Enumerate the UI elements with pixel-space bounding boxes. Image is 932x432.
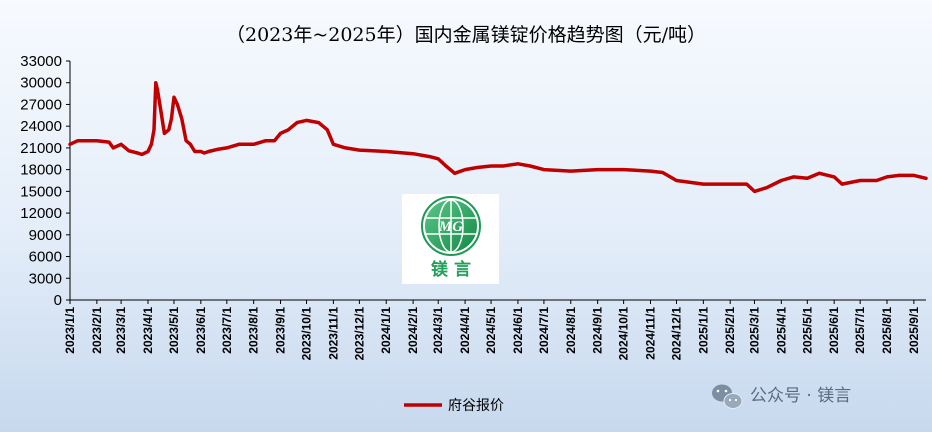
logo: MG 镁 言	[402, 194, 499, 284]
x-tick-label: 2025/5/1	[800, 307, 814, 354]
logo-emblem-text: MG	[438, 219, 463, 235]
x-tick-label: 2023/12/1	[352, 307, 366, 361]
x-tick-label: 2023/4/1	[141, 307, 155, 354]
x-tick-label: 2024/6/1	[511, 307, 525, 354]
x-tick-label: 2025/1/1	[696, 307, 710, 354]
y-tick-label: 0	[54, 292, 62, 309]
x-tick-label: 2023/3/1	[114, 307, 128, 354]
watermark-text: 公众号 · 镁言	[750, 386, 851, 406]
legend-label: 府谷报价	[448, 398, 504, 414]
x-tick-label: 2023/5/1	[167, 307, 181, 354]
legend: 府谷报价	[404, 398, 504, 414]
x-tick-label: 2023/6/1	[194, 307, 208, 354]
x-tick-label: 2023/9/1	[274, 307, 288, 354]
x-tick-label: 2024/10/1	[617, 307, 631, 361]
x-tick-label: 2023/7/1	[220, 307, 234, 354]
x-tick-label: 2025/6/1	[827, 307, 841, 354]
x-tick-label: 2025/7/1	[853, 307, 867, 354]
x-axis: 2023/1/1 2023/2/1 2023/3/1 2023/4/1 2023/5/1…	[63, 299, 926, 361]
y-tick-label: 33000	[20, 53, 62, 70]
x-tick-label: 2023/2/1	[90, 307, 104, 354]
x-tick-label: 2025/2/1	[723, 307, 737, 354]
y-tick-label: 3000	[29, 270, 62, 287]
x-tick-label: 2024/11/1	[643, 307, 657, 360]
x-tick-label: 2025/3/1	[747, 307, 761, 354]
x-tick-label: 2024/5/1	[484, 307, 498, 354]
x-tick-label: 2025/8/1	[880, 307, 894, 354]
y-tick-label: 18000	[20, 162, 62, 179]
x-tick-label: 2024/4/1	[458, 307, 472, 354]
watermark: 公众号 · 镁言	[712, 384, 851, 409]
x-tick-label: 2025/4/1	[774, 307, 788, 354]
series-line	[68, 80, 928, 194]
y-tick-label: 9000	[29, 227, 62, 244]
x-tick-label: 2023/8/1	[247, 307, 261, 354]
chart-title: （2023年~2025年）国内金属镁锭价格趋势图（元/吨）	[226, 24, 706, 46]
series-layer	[68, 80, 928, 194]
x-tick-label: 2024/9/1	[591, 307, 605, 354]
x-tick-label: 2024/7/1	[537, 307, 551, 354]
logo-text: 镁 言	[431, 259, 471, 280]
x-tick-label: 2024/1/1	[379, 307, 393, 354]
x-tick-label: 2024/8/1	[564, 307, 578, 354]
y-tick-label: 21000	[20, 140, 62, 157]
y-tick-label: 6000	[29, 249, 62, 266]
x-tick-label: 2023/1/1	[63, 307, 77, 354]
x-tick-label: 2024/2/1	[406, 307, 420, 354]
x-tick-label: 2023/11/1	[326, 307, 340, 360]
y-tick-label: 15000	[20, 183, 62, 200]
wechat-icon	[712, 384, 743, 409]
y-tick-label: 30000	[20, 75, 62, 92]
y-tick-label: 27000	[20, 96, 62, 113]
x-tick-label: 2025/9/1	[907, 307, 921, 354]
y-tick-label: 24000	[20, 118, 62, 135]
x-tick-label: 2023/10/1	[300, 307, 314, 361]
x-tick-label: 2024/3/1	[431, 307, 445, 354]
y-axis: 0 3000 6000 9000 12000 15000 18000 21000 24000 27…	[20, 53, 71, 309]
x-tick-label: 2024/12/1	[669, 307, 683, 361]
y-tick-label: 12000	[20, 205, 62, 222]
